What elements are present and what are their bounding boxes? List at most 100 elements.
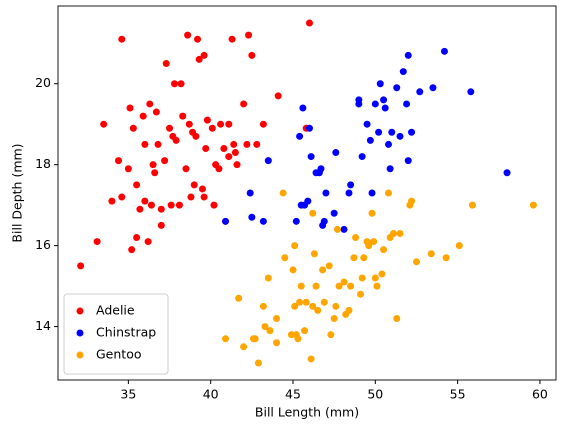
point	[352, 234, 360, 242]
point	[222, 335, 230, 343]
point	[266, 327, 274, 335]
point	[192, 132, 200, 140]
point	[217, 120, 225, 128]
point	[279, 189, 287, 197]
point	[503, 169, 511, 177]
point	[357, 290, 365, 298]
y-tick-label: 18	[35, 156, 51, 171]
point	[151, 169, 159, 177]
point	[442, 254, 450, 262]
point	[312, 282, 320, 290]
point	[310, 250, 318, 258]
y-axis-label: Bill Depth (mm)	[10, 143, 25, 242]
point	[294, 335, 302, 343]
point	[235, 294, 243, 302]
point	[177, 80, 185, 88]
point	[157, 205, 165, 213]
series-points	[77, 19, 313, 270]
legend-marker	[76, 329, 84, 337]
point	[327, 331, 335, 339]
legend-label: Chinstrap	[96, 325, 156, 340]
point	[429, 84, 437, 92]
point	[296, 298, 304, 306]
point	[333, 225, 341, 233]
point	[254, 359, 262, 367]
point	[305, 124, 313, 132]
point	[370, 238, 378, 246]
point	[147, 201, 155, 209]
point	[371, 100, 379, 108]
point	[368, 189, 376, 197]
point	[136, 205, 144, 213]
point	[133, 181, 141, 189]
point	[366, 136, 374, 144]
point	[133, 234, 141, 242]
point	[228, 35, 236, 43]
point	[129, 124, 137, 132]
point	[307, 153, 315, 161]
point	[162, 59, 170, 67]
point	[203, 116, 211, 124]
point	[393, 314, 401, 322]
point	[210, 201, 218, 209]
point	[345, 306, 353, 314]
point	[332, 149, 340, 157]
point	[182, 165, 190, 173]
point	[307, 355, 315, 363]
point	[381, 104, 389, 112]
point	[386, 165, 394, 173]
point	[408, 197, 416, 205]
point	[408, 128, 416, 136]
point	[240, 343, 248, 351]
point	[108, 197, 116, 205]
point	[77, 262, 85, 270]
x-tick-label: 40	[203, 387, 219, 402]
point	[404, 51, 412, 59]
point	[389, 229, 397, 237]
point	[139, 112, 147, 120]
point	[273, 314, 281, 322]
point	[468, 201, 476, 209]
point	[184, 31, 192, 39]
point	[375, 128, 383, 136]
legend-marker	[76, 351, 84, 359]
point	[274, 92, 282, 100]
point	[190, 181, 198, 189]
point	[403, 100, 411, 108]
series-points	[222, 189, 537, 367]
point	[251, 335, 259, 343]
x-tick-label: 45	[285, 387, 301, 402]
plot-frame	[57, 5, 557, 381]
point	[365, 242, 373, 250]
point	[325, 262, 333, 270]
point	[378, 270, 386, 278]
point	[291, 302, 299, 310]
point	[141, 140, 149, 148]
point	[248, 213, 256, 221]
point	[427, 250, 435, 258]
point	[412, 258, 420, 266]
point	[245, 31, 253, 39]
point	[302, 298, 310, 306]
point	[124, 165, 132, 173]
point	[317, 165, 325, 173]
point	[208, 124, 216, 132]
point	[246, 189, 254, 197]
point	[322, 189, 330, 197]
point	[118, 35, 126, 43]
point	[118, 193, 126, 201]
point	[231, 149, 239, 157]
point	[146, 100, 154, 108]
point	[126, 104, 134, 112]
x-tick-label: 50	[367, 387, 383, 402]
point	[396, 132, 404, 140]
point	[340, 225, 348, 233]
point	[187, 193, 195, 201]
point	[198, 185, 206, 193]
point	[399, 68, 407, 76]
point	[309, 209, 317, 217]
point	[259, 120, 267, 128]
point	[350, 254, 358, 262]
x-tick-label: 60	[532, 387, 548, 402]
point	[200, 51, 208, 59]
